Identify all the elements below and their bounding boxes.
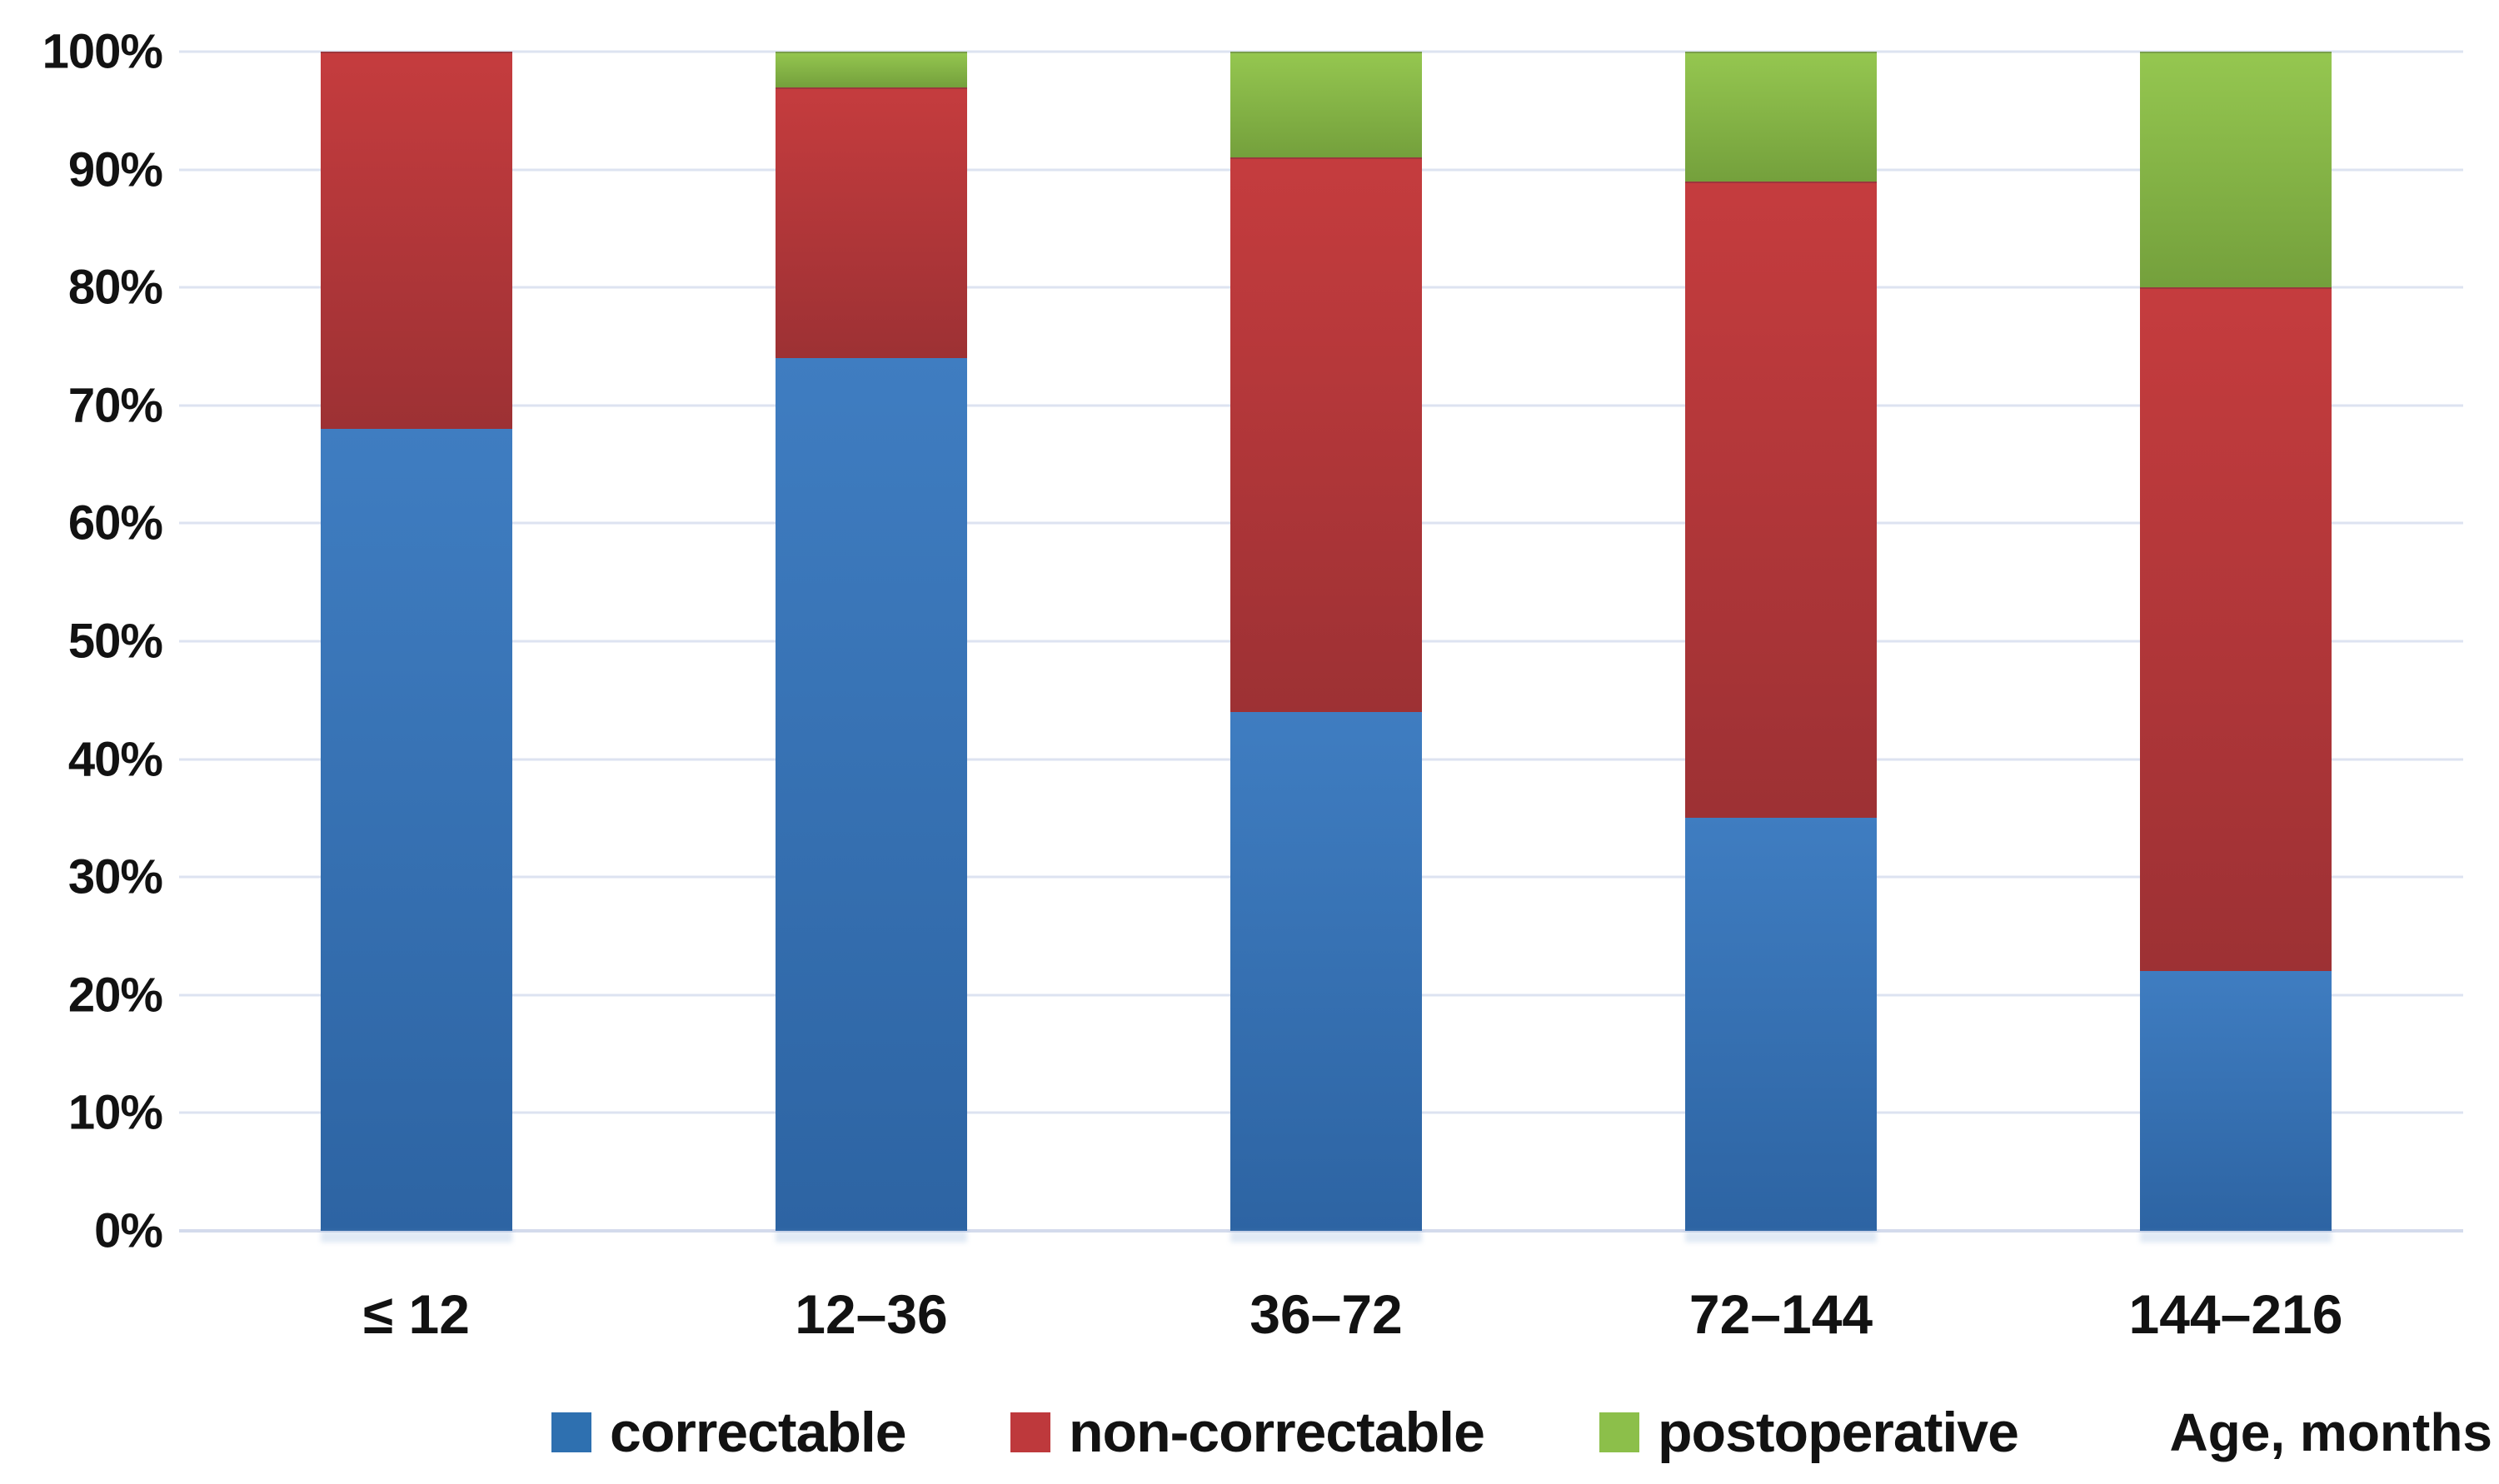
- segment-non-correctable: [1230, 157, 1422, 712]
- y-tick-label-100: 100%: [42, 24, 163, 79]
- x-tick-label-12–36: 12–36: [795, 1283, 948, 1345]
- y-tick-label-10: 10%: [67, 1085, 163, 1140]
- legend-item-correctable: correctable: [551, 1397, 907, 1467]
- segment-postoperative: [776, 52, 967, 87]
- segment-correctable: [2140, 971, 2332, 1231]
- bar-shadow: [1230, 1231, 1422, 1242]
- bar-shadow: [2140, 1231, 2332, 1242]
- bar-shadow: [776, 1231, 967, 1242]
- bar-36–72: [1230, 52, 1422, 1231]
- y-tick-label-50: 50%: [67, 614, 163, 669]
- y-tick-label-30: 30%: [67, 849, 163, 904]
- legend-item-postoperative: postoperative: [1599, 1397, 2019, 1467]
- x-axis-title: Age, months: [2169, 1402, 2492, 1462]
- legend-swatch-non-correctable: [1010, 1412, 1050, 1452]
- segment-non-correctable: [776, 87, 967, 359]
- gridline-0: [179, 1229, 2463, 1233]
- legend-label-correctable: correctable: [610, 1401, 907, 1464]
- segment-non-correctable: [321, 52, 512, 430]
- legend-label-postoperative: postoperative: [1658, 1401, 2019, 1464]
- segment-correctable: [1230, 711, 1422, 1231]
- segment-correctable: [1685, 818, 1877, 1231]
- y-tick-label-60: 60%: [67, 495, 163, 550]
- segment-non-correctable: [1685, 181, 1877, 819]
- segment-correctable: [776, 358, 967, 1231]
- segment-postoperative: [2140, 52, 2332, 288]
- segment-non-correctable: [2140, 287, 2332, 972]
- bar-12–36: [776, 52, 967, 1231]
- legend-item-non-correctable: non-correctable: [1010, 1397, 1485, 1467]
- segment-postoperative: [1685, 52, 1877, 182]
- y-tick-label-20: 20%: [67, 968, 163, 1023]
- legend-label-non-correctable: non-correctable: [1069, 1401, 1485, 1464]
- bar-shadow: [321, 1231, 512, 1242]
- y-tick-label-70: 70%: [67, 378, 163, 433]
- legend-swatch-postoperative: [1599, 1412, 1639, 1452]
- bar-72–144: [1685, 52, 1877, 1231]
- segment-postoperative: [1230, 52, 1422, 158]
- x-tick-label-144–216: 144–216: [2128, 1283, 2343, 1345]
- y-tick-label-80: 80%: [67, 260, 163, 315]
- x-tick-label-36–72: 36–72: [1250, 1283, 1403, 1345]
- legend-swatch-correctable: [551, 1412, 591, 1452]
- gridline-100: [179, 50, 2463, 53]
- y-tick-label-0: 0%: [94, 1203, 163, 1258]
- bar-shadow: [1685, 1231, 1877, 1242]
- plot-area: [179, 50, 2463, 1233]
- segment-correctable: [321, 429, 512, 1231]
- bar-144–216: [2140, 52, 2332, 1231]
- x-tick-label-≤ 12: ≤ 12: [363, 1283, 470, 1345]
- y-tick-label-90: 90%: [67, 142, 163, 197]
- x-tick-label-72–144: 72–144: [1688, 1283, 1873, 1345]
- y-tick-label-40: 40%: [67, 732, 163, 787]
- bar-≤ 12: [321, 52, 512, 1231]
